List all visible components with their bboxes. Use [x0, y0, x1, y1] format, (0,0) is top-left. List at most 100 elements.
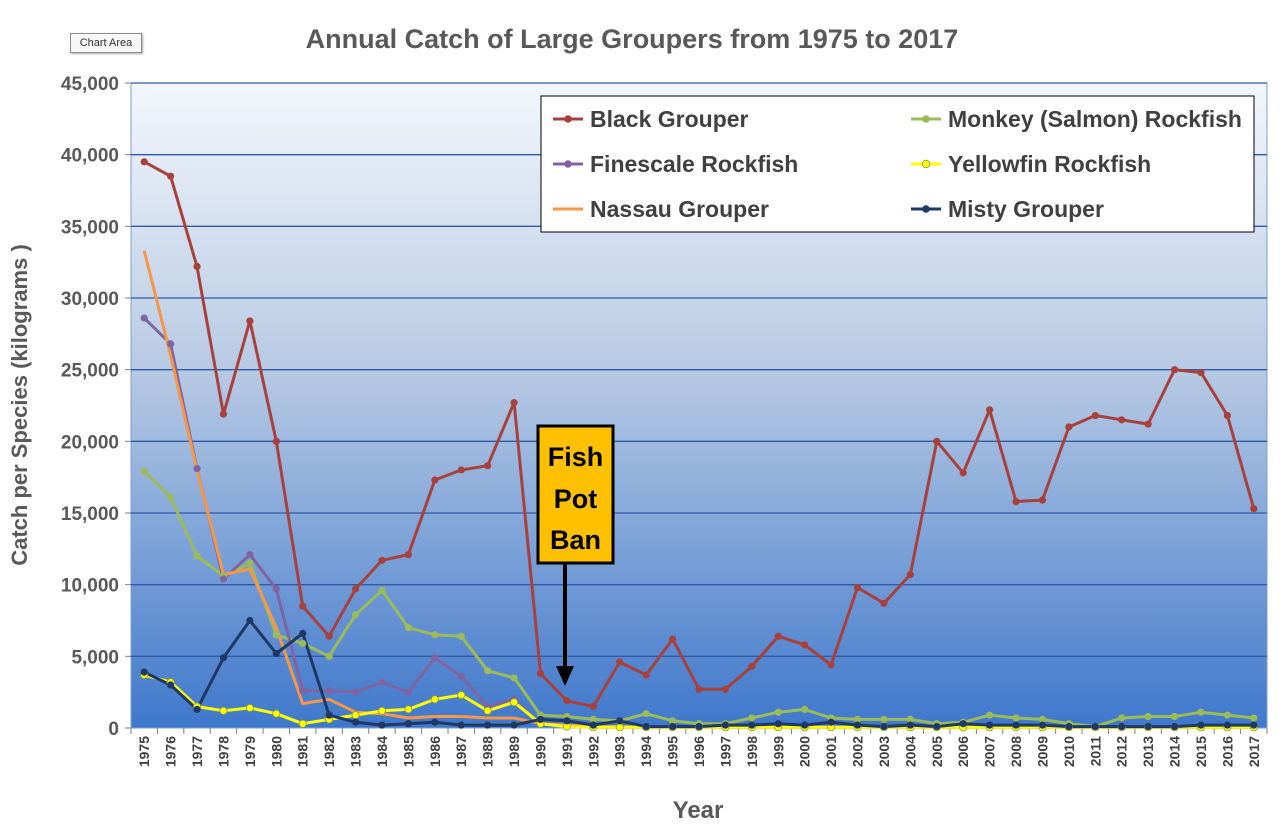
data-point	[642, 710, 650, 718]
x-tick-label: 1986	[427, 736, 443, 767]
data-point	[668, 717, 677, 725]
data-point	[827, 661, 835, 669]
data-point	[510, 698, 519, 707]
data-point	[774, 720, 782, 728]
data-point	[193, 262, 201, 271]
x-tick-label: 1982	[321, 736, 337, 767]
data-point	[1144, 712, 1152, 721]
data-point	[272, 709, 281, 718]
x-tick-label: 1991	[559, 736, 575, 767]
data-point	[298, 719, 307, 728]
data-point	[167, 340, 175, 348]
data-point	[167, 681, 175, 689]
data-point	[986, 406, 994, 414]
x-tick-label: 1985	[400, 736, 416, 767]
data-point	[378, 678, 386, 686]
data-point	[589, 715, 597, 724]
data-point	[351, 611, 360, 619]
data-point	[827, 718, 835, 726]
data-point	[1091, 411, 1099, 420]
x-tick-label: 2005	[929, 736, 945, 767]
x-tick-label: 1976	[163, 736, 179, 767]
x-tick-label: 2006	[955, 736, 971, 767]
data-point	[404, 550, 412, 559]
data-point	[1012, 714, 1020, 722]
x-tick-label: 2014	[1167, 736, 1183, 767]
data-point	[325, 632, 333, 640]
data-point	[1223, 721, 1231, 729]
legend-swatch-marker	[921, 159, 931, 169]
data-point	[378, 721, 386, 729]
data-point	[431, 718, 439, 726]
y-tick-label: 15,000	[61, 504, 119, 525]
data-point	[299, 602, 307, 610]
data-point	[219, 706, 228, 715]
data-point	[325, 687, 333, 695]
data-point	[853, 721, 862, 729]
data-point	[219, 654, 228, 662]
data-point	[986, 711, 994, 719]
data-point	[299, 639, 307, 648]
data-point	[774, 708, 782, 716]
x-tick-label: 1990	[532, 736, 548, 767]
data-point	[1012, 721, 1020, 729]
data-point	[457, 691, 466, 700]
data-point	[642, 722, 650, 731]
annotation-line-1: Fish	[548, 442, 604, 472]
data-point	[880, 715, 888, 724]
data-point	[959, 469, 967, 477]
data-point	[272, 437, 280, 445]
data-point	[246, 550, 254, 559]
data-point	[404, 705, 413, 714]
data-point	[1197, 368, 1205, 377]
x-tick-label: 1992	[585, 736, 601, 767]
y-tick-label: 0	[108, 719, 119, 740]
data-point	[563, 717, 571, 725]
x-tick-label: 2011	[1087, 736, 1103, 767]
data-point	[193, 464, 201, 473]
x-tick-label: 1989	[506, 736, 522, 767]
chart-title: Annual Catch of Large Groupers from 1975…	[306, 24, 959, 54]
annotation-box	[536, 424, 615, 565]
data-point	[1038, 715, 1047, 724]
data-point	[351, 688, 360, 696]
x-tick-label: 1983	[348, 736, 364, 767]
y-tick-label: 35,000	[61, 217, 119, 238]
chart-area-button[interactable]: Chart Area	[70, 33, 142, 53]
data-point	[351, 585, 360, 593]
data-point	[193, 705, 201, 713]
data-point	[1038, 496, 1047, 504]
annotation-arrow-head	[556, 666, 574, 686]
y-tick-label: 45,000	[61, 74, 119, 95]
data-point	[1170, 366, 1179, 374]
data-point	[906, 721, 914, 729]
legend-swatch-marker	[564, 160, 572, 168]
x-tick-label: 1994	[638, 736, 654, 767]
data-point	[483, 706, 492, 715]
data-point	[615, 723, 624, 732]
x-tick-label: 1987	[453, 736, 469, 767]
data-point	[299, 687, 307, 695]
data-point	[1170, 722, 1179, 731]
data-point	[457, 632, 465, 640]
data-point	[325, 652, 333, 660]
x-tick-label: 2015	[1193, 736, 1209, 767]
x-tick-label: 2002	[850, 736, 866, 767]
data-point	[880, 722, 888, 731]
data-point	[246, 317, 254, 325]
legend-label: Misty Grouper	[948, 196, 1104, 222]
data-point	[457, 721, 465, 729]
x-tick-label: 2004	[902, 736, 918, 767]
data-point	[140, 467, 148, 476]
y-tick-label: 20,000	[61, 432, 119, 453]
data-point	[484, 667, 492, 675]
data-point	[1223, 711, 1231, 719]
x-tick-label: 1996	[691, 736, 707, 767]
x-tick-label: 1981	[295, 736, 311, 767]
data-point	[193, 552, 201, 560]
data-point	[774, 632, 782, 640]
data-point	[431, 631, 439, 639]
data-point	[219, 575, 228, 583]
data-point	[272, 631, 280, 639]
data-point	[1012, 497, 1020, 506]
